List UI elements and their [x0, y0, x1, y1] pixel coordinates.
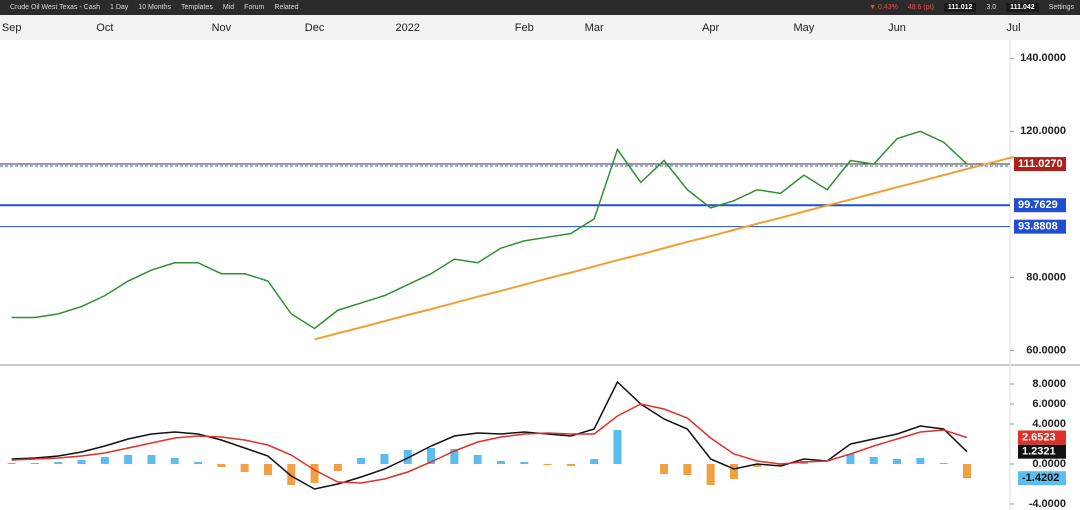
y-tick-label: 0.0000 — [1032, 458, 1066, 470]
histogram-bar — [729, 464, 738, 479]
histogram-bar — [939, 463, 948, 464]
range[interactable]: 10 Months — [138, 4, 171, 11]
change-pt: 48.6 (pt) — [907, 4, 934, 11]
histogram-bar — [30, 463, 39, 464]
histogram-bar — [450, 449, 459, 464]
histogram-bar — [916, 458, 925, 464]
x-tick-label: 2022 — [396, 22, 420, 34]
y-tick-label: 4.0000 — [1032, 418, 1066, 430]
value-label-bg — [1018, 430, 1066, 445]
histogram-bar — [403, 450, 412, 464]
x-tick-label: Jul — [1007, 22, 1021, 34]
level-label-bg — [1014, 198, 1066, 213]
time-axis-bg — [0, 15, 1080, 40]
histogram-bar — [473, 455, 482, 464]
histogram-bar — [753, 464, 762, 467]
histogram-bar — [263, 464, 272, 475]
x-tick-label: May — [793, 22, 814, 34]
x-tick-label: Mar — [585, 22, 604, 34]
series-line — [314, 155, 1014, 341]
level-label: 99.7629 — [1018, 199, 1058, 211]
value-label-bg — [1018, 471, 1066, 486]
y-tick-label: 80.0000 — [1026, 271, 1066, 283]
y-tick-label: -4.0000 — [1029, 498, 1066, 510]
level-label: 111.0270 — [1018, 158, 1063, 170]
histogram-bar — [846, 454, 855, 464]
x-tick-label: Jun — [888, 22, 906, 34]
level-label: 93.8808 — [1018, 221, 1058, 233]
histogram-bar — [170, 458, 179, 464]
value-label-bg — [1018, 444, 1066, 459]
histogram-bar — [217, 464, 226, 467]
histogram-bar — [380, 454, 389, 464]
x-tick-label: Dec — [305, 22, 325, 34]
histogram-bar — [683, 464, 692, 475]
value-label: 2.6523 — [1022, 431, 1056, 443]
ask[interactable]: 111.042 — [1006, 3, 1039, 12]
y-tick-label: 8.0000 — [1032, 378, 1066, 390]
bid[interactable]: 111.012 — [943, 3, 977, 12]
level-label-bg — [1014, 157, 1066, 172]
histogram-bar — [566, 464, 575, 466]
histogram-bar — [124, 455, 133, 464]
series-line — [11, 380, 968, 490]
histogram-bar — [310, 464, 319, 483]
y-tick-label: 60.0000 — [1026, 344, 1066, 356]
histogram-bar — [962, 464, 971, 479]
x-tick-label: Nov — [212, 22, 232, 34]
histogram-bar — [240, 464, 249, 472]
histogram-bar — [543, 464, 552, 465]
series-line — [11, 403, 968, 484]
templates[interactable]: Templates — [180, 4, 213, 11]
x-tick-label: Feb — [515, 22, 534, 34]
histogram-bar — [357, 458, 366, 464]
histogram-bar — [590, 459, 599, 464]
histogram-bar — [660, 464, 669, 474]
change: ▼ 0.43% — [869, 4, 898, 11]
histogram-bar — [706, 464, 715, 485]
x-tick-label: Sep — [2, 22, 22, 34]
x-tick-label: Apr — [702, 22, 719, 34]
toolbar: Crude Oil West Texas - Cash 1 Day 10 Mon… — [0, 0, 1080, 15]
y-tick-label: 140.0000 — [1020, 52, 1066, 64]
histogram-bar — [776, 464, 785, 466]
histogram-bar — [287, 464, 296, 485]
y-tick-label: 120.0000 — [1020, 125, 1066, 137]
chart: Sep Oct Nov Dec 2022 Feb Mar Apr May Jun Jul 140.00… — [0, 15, 1080, 510]
histogram-bar — [613, 430, 622, 464]
related[interactable]: Related — [274, 4, 299, 11]
series-line — [11, 130, 968, 330]
histogram-bar — [54, 462, 63, 464]
histogram-bar — [869, 457, 878, 464]
histogram-bar — [7, 463, 16, 464]
forum[interactable]: Forum — [244, 4, 265, 11]
histogram-bar — [427, 448, 436, 464]
histogram-bar — [893, 459, 902, 464]
histogram-bar — [520, 462, 529, 464]
histogram-bar — [194, 462, 203, 464]
y-tick-label: 6.0000 — [1032, 398, 1066, 410]
histogram-bar — [147, 455, 156, 464]
histogram-bar — [333, 464, 342, 471]
level-label-bg — [1014, 219, 1066, 234]
histogram-bar — [496, 461, 505, 464]
price-mode[interactable]: Mid — [222, 4, 235, 11]
x-tick-label: Oct — [96, 22, 113, 34]
value-label: -1.4202 — [1022, 472, 1059, 484]
value-label: 1.2321 — [1022, 446, 1056, 458]
histogram-bar — [77, 460, 86, 464]
histogram-bar — [100, 457, 109, 464]
settings[interactable]: Settings — [1048, 4, 1074, 11]
instrument[interactable]: Crude Oil West Texas - Cash — [10, 4, 100, 11]
interval[interactable]: 1 Day — [110, 4, 129, 11]
spread: 3.0 — [986, 4, 997, 11]
